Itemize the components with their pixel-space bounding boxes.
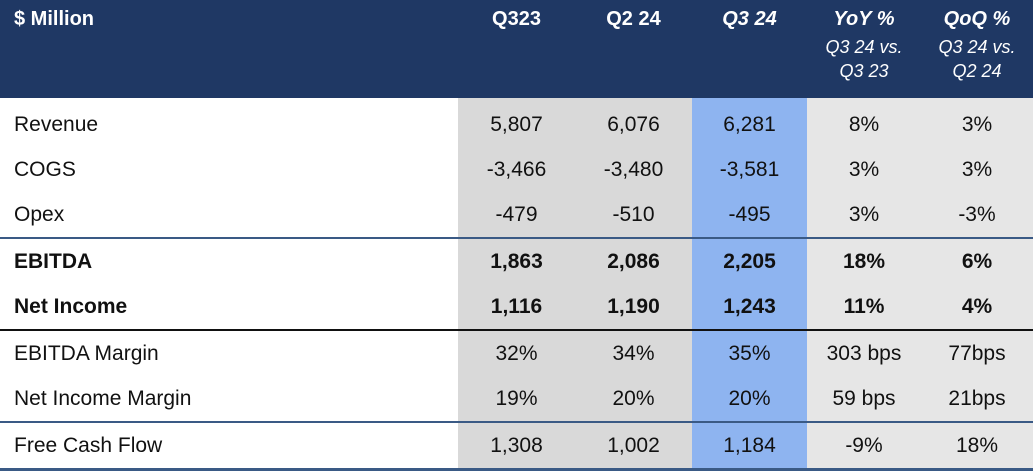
header-col-sub: Q3 24 vs. Q2 24 [921, 35, 1033, 83]
row-label: Free Cash Flow [0, 421, 458, 471]
cell-yoy: 11% [807, 284, 921, 330]
table-row-ebitda: EBITDA 1,863 2,086 2,205 18% 6% [0, 237, 1033, 284]
cell-qoq: 6% [921, 237, 1033, 284]
header-col-sub-line1: Q3 24 vs. [825, 37, 903, 57]
cell-q224: -510 [575, 192, 692, 238]
header-col-q224: Q2 24 [575, 0, 692, 98]
cell-q324: -3,581 [692, 147, 807, 192]
row-label: Net Income [0, 284, 458, 330]
table-row-cogs: COGS -3,466 -3,480 -3,581 3% 3% [0, 147, 1033, 192]
header-col-sub: Q3 24 vs. Q3 23 [807, 35, 921, 83]
cell-q323: -3,466 [458, 147, 575, 192]
row-label: EBITDA [0, 237, 458, 284]
cell-yoy: 3% [807, 147, 921, 192]
header-col-label: YoY % [833, 8, 895, 30]
header-col-sub-line2: Q2 24 [952, 61, 1002, 81]
cell-q323: -479 [458, 192, 575, 238]
cell-qoq: 3% [921, 98, 1033, 147]
cell-q323: 1,863 [458, 237, 575, 284]
table-header-row: $ Million Q323 Q2 24 Q3 24 YoY % Q3 24 v… [0, 0, 1033, 98]
row-label: Opex [0, 192, 458, 238]
cell-q224: 1,002 [575, 421, 692, 471]
cell-q224: 34% [575, 329, 692, 376]
table-row-free-cash-flow: Free Cash Flow 1,308 1,002 1,184 -9% 18% [0, 421, 1033, 471]
header-col-sub-line1: Q3 24 vs. [938, 37, 1016, 57]
header-col-sub-line2: Q3 23 [839, 61, 889, 81]
cell-q324: 1,243 [692, 284, 807, 330]
header-units-label: $ Million [0, 0, 458, 98]
cell-q323: 19% [458, 376, 575, 422]
cell-q324: 35% [692, 329, 807, 376]
cell-q224: 2,086 [575, 237, 692, 284]
cell-yoy: 8% [807, 98, 921, 147]
cell-qoq: 18% [921, 421, 1033, 471]
cell-q324: 1,184 [692, 421, 807, 471]
cell-q224: -3,480 [575, 147, 692, 192]
table-row-ebitda-margin: EBITDA Margin 32% 34% 35% 303 bps 77bps [0, 329, 1033, 376]
cell-yoy: 18% [807, 237, 921, 284]
header-col-q323: Q323 [458, 0, 575, 98]
row-label: EBITDA Margin [0, 329, 458, 376]
cell-q323: 1,116 [458, 284, 575, 330]
table-row-opex: Opex -479 -510 -495 3% -3% [0, 192, 1033, 238]
cell-q323: 5,807 [458, 98, 575, 147]
row-label: Net Income Margin [0, 376, 458, 422]
cell-yoy: 303 bps [807, 329, 921, 376]
cell-q324: 6,281 [692, 98, 807, 147]
header-col-qoq: QoQ % Q3 24 vs. Q2 24 [921, 0, 1033, 98]
cell-q323: 1,308 [458, 421, 575, 471]
header-col-label: Q2 24 [606, 8, 661, 30]
header-col-label: Q3 24 [722, 8, 777, 30]
table-row-net-income: Net Income 1,116 1,190 1,243 11% 4% [0, 284, 1033, 330]
cell-qoq: 21bps [921, 376, 1033, 422]
row-label: Revenue [0, 98, 458, 147]
header-col-label: QoQ % [943, 8, 1011, 30]
cell-q324: 2,205 [692, 237, 807, 284]
cell-q224: 1,190 [575, 284, 692, 330]
cell-qoq: 3% [921, 147, 1033, 192]
header-col-yoy: YoY % Q3 24 vs. Q3 23 [807, 0, 921, 98]
cell-q224: 6,076 [575, 98, 692, 147]
cell-qoq: 4% [921, 284, 1033, 330]
cell-qoq: 77bps [921, 329, 1033, 376]
cell-q323: 32% [458, 329, 575, 376]
cell-q324: 20% [692, 376, 807, 422]
header-col-q324: Q3 24 [692, 0, 807, 98]
cell-yoy: 3% [807, 192, 921, 238]
cell-yoy: -9% [807, 421, 921, 471]
row-label: COGS [0, 147, 458, 192]
table-row-revenue: Revenue 5,807 6,076 6,281 8% 3% [0, 98, 1033, 147]
cell-qoq: -3% [921, 192, 1033, 238]
cell-q324: -495 [692, 192, 807, 238]
cell-yoy: 59 bps [807, 376, 921, 422]
table-row-net-income-margin: Net Income Margin 19% 20% 20% 59 bps 21b… [0, 376, 1033, 422]
cell-q224: 20% [575, 376, 692, 422]
header-col-label: Q323 [492, 8, 541, 30]
